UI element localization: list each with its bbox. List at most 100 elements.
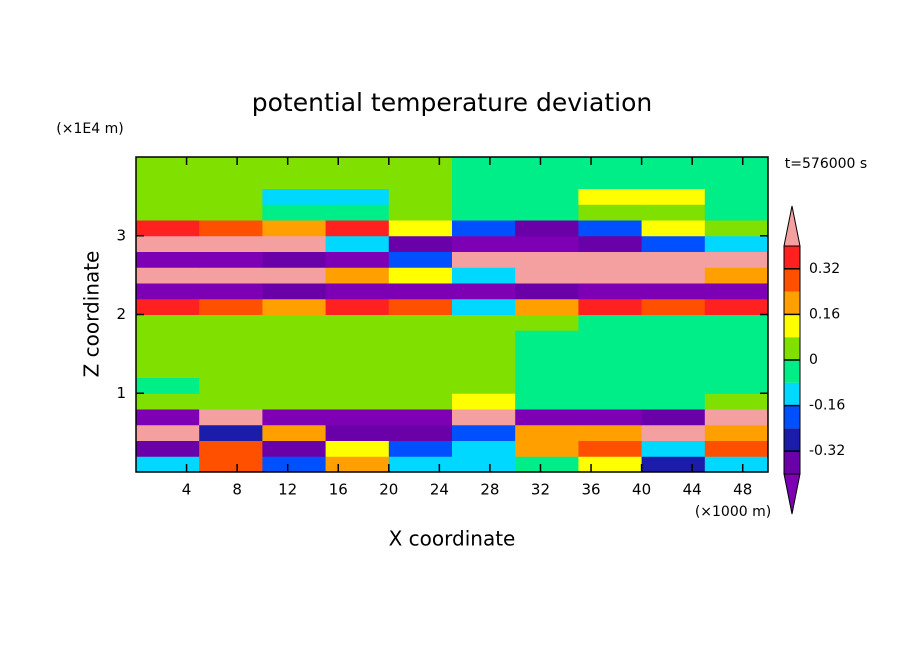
cell — [262, 346, 327, 363]
colorbar-segment — [784, 246, 800, 269]
cell — [641, 330, 706, 347]
cell — [388, 220, 453, 237]
cell — [452, 267, 516, 284]
cell — [515, 330, 579, 347]
cell — [578, 361, 643, 378]
cell — [199, 346, 263, 363]
cell — [704, 267, 769, 284]
cell — [578, 314, 643, 331]
cell — [388, 251, 453, 268]
cell — [325, 456, 390, 473]
cell — [578, 172, 643, 189]
colorbar-tick-label: -0.32 — [809, 443, 845, 459]
cell — [704, 298, 769, 315]
cell — [136, 188, 200, 205]
cell — [262, 283, 327, 300]
cell — [452, 188, 516, 205]
cell — [704, 157, 769, 174]
cell — [388, 377, 453, 394]
cell — [641, 393, 706, 410]
colorbar-tick-label: 0 — [809, 352, 818, 368]
cell — [388, 172, 453, 189]
cell — [136, 172, 200, 189]
cell — [641, 298, 706, 315]
cell — [136, 298, 200, 315]
cell — [452, 157, 516, 174]
cell — [452, 393, 516, 410]
cell — [452, 330, 516, 347]
cell — [325, 361, 390, 378]
cell — [641, 456, 706, 473]
cell — [452, 409, 516, 426]
cell — [388, 393, 453, 410]
cell — [136, 157, 200, 174]
x-tick-label: 16 — [329, 481, 348, 499]
cell — [262, 377, 327, 394]
cell — [452, 251, 516, 268]
colorbar-segment — [784, 451, 800, 474]
cell — [136, 377, 200, 394]
cell — [262, 393, 327, 410]
cell — [515, 393, 579, 410]
x-tick-label: 48 — [733, 481, 752, 499]
cell — [136, 424, 200, 441]
cell — [515, 456, 579, 473]
cell — [641, 251, 706, 268]
cell — [325, 314, 390, 331]
cell — [704, 314, 769, 331]
colorbar-segment — [784, 382, 800, 406]
cell — [452, 314, 516, 331]
cell — [641, 361, 706, 378]
colorbar-segment — [784, 314, 800, 338]
x-tick-label: 20 — [379, 481, 398, 499]
cell — [641, 220, 706, 237]
cell — [515, 204, 579, 221]
cell — [325, 283, 390, 300]
cell — [136, 346, 200, 363]
cell — [199, 440, 263, 457]
cell — [578, 283, 643, 300]
cell — [578, 251, 643, 268]
cell — [136, 314, 200, 331]
colorbar-tick-label: -0.16 — [809, 398, 845, 414]
cell — [199, 235, 263, 252]
cell — [199, 283, 263, 300]
cell — [388, 298, 453, 315]
cell — [262, 235, 327, 252]
y-tick-label: 2 — [116, 305, 126, 323]
cell — [515, 314, 579, 331]
cell — [262, 220, 327, 237]
cell — [325, 346, 390, 363]
cell — [388, 440, 453, 457]
cell — [136, 251, 200, 268]
cell — [388, 424, 453, 441]
cell — [199, 172, 263, 189]
colorbar-segment — [784, 360, 800, 383]
x-tick-label: 24 — [430, 481, 449, 499]
cell — [136, 235, 200, 252]
cell — [262, 157, 327, 174]
cell — [325, 440, 390, 457]
cell — [578, 220, 643, 237]
cell — [325, 330, 390, 347]
cell — [325, 188, 390, 205]
colorbar-segment — [784, 268, 800, 292]
cell — [262, 314, 327, 331]
cell — [641, 377, 706, 394]
cell — [452, 220, 516, 237]
cell — [136, 440, 200, 457]
cell — [515, 251, 579, 268]
cell — [325, 393, 390, 410]
cell — [641, 204, 706, 221]
cell — [262, 267, 327, 284]
x-tick-label: 28 — [480, 481, 499, 499]
cell — [388, 267, 453, 284]
cell — [325, 204, 390, 221]
cell — [452, 298, 516, 315]
time-annotation: t=576000 s — [785, 156, 867, 172]
cell — [452, 377, 516, 394]
cell — [704, 235, 769, 252]
cell — [388, 283, 453, 300]
cell — [578, 188, 643, 205]
cell — [704, 188, 769, 205]
